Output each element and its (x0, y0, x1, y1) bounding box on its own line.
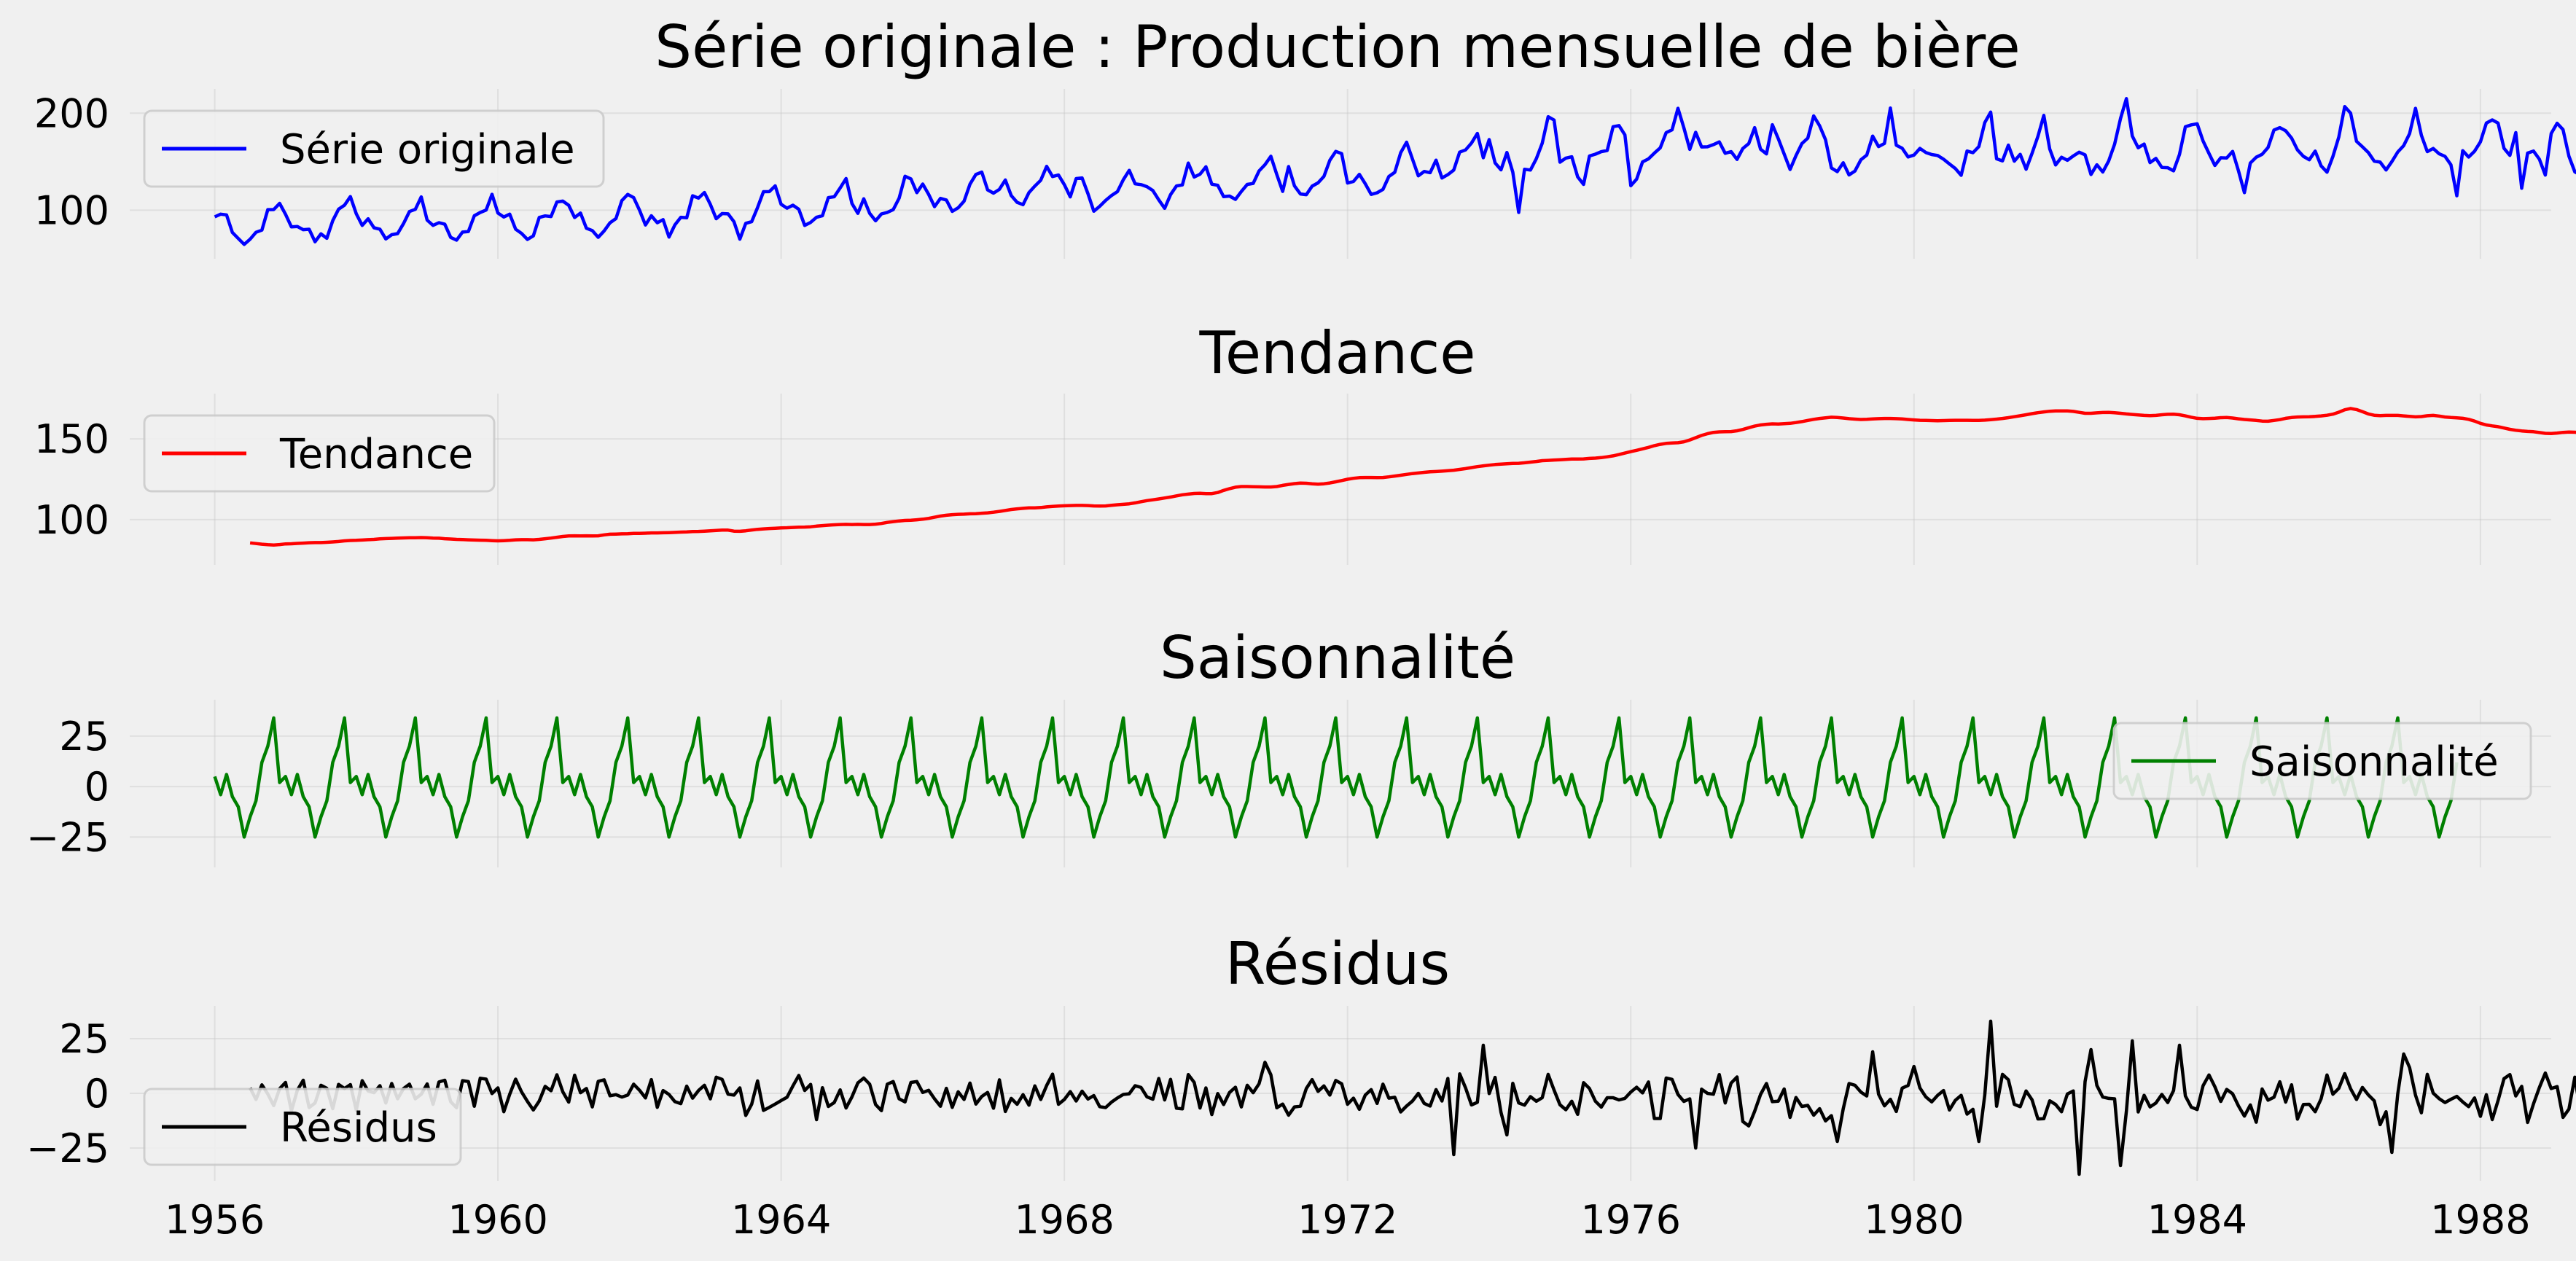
legend-panel-0: Série originale (143, 109, 605, 188)
legend-label: Résidus (280, 1104, 437, 1152)
panel-3-ytick-label: −25 (26, 1125, 109, 1171)
legend-label: Tendance (279, 431, 473, 478)
panel-seasonal-title: Saisonnalité (1160, 624, 1515, 692)
legend-panel-3: Résidus (143, 1088, 462, 1166)
legend-panel-2: Saisonnalité (2112, 722, 2532, 800)
series-line-2-0 (213, 716, 2459, 839)
xtick-label: 1984 (2147, 1197, 2247, 1243)
series-line-3-0 (249, 1019, 2576, 1176)
panel-2-ytick-label: 0 (85, 764, 109, 810)
panel-original: Série originale : Production mensuelle d… (34, 13, 2576, 259)
xtick-label: 1988 (2430, 1197, 2530, 1243)
panel-0-ytick-label: 100 (34, 187, 109, 233)
panel-3-ytick-label: 25 (59, 1016, 109, 1062)
x-axis: 1956 1960 1964 1968 1972 1976 1980 1984 1988 (165, 1197, 2531, 1243)
xtick-label: 1972 (1297, 1197, 1397, 1243)
panel-1-ytick-label: 150 (34, 416, 109, 462)
legend-box (143, 414, 496, 493)
xtick-label: 1956 (165, 1197, 265, 1243)
panel-residuals: Résidus −25 0 25 Résidus (26, 930, 2576, 1181)
panel-2-ytick-label: 25 (59, 714, 109, 760)
legend-label: Série originale (280, 126, 575, 173)
panel-trend: Tendance 100 150 Tendance (34, 319, 2576, 565)
legend-box (143, 1088, 462, 1166)
legend-label: Saisonnalité (2249, 738, 2499, 786)
legend-box (143, 109, 605, 188)
xtick-label: 1960 (448, 1197, 547, 1243)
panel-1-ytick-label: 100 (34, 497, 109, 543)
xtick-label: 1976 (1581, 1197, 1681, 1243)
panel-residuals-title: Résidus (1225, 930, 1450, 998)
xtick-label: 1980 (1864, 1197, 1964, 1243)
legend-panel-1: Tendance (143, 414, 496, 493)
series-line-0-0 (214, 97, 2576, 246)
panel-original-title: Série originale : Production mensuelle d… (655, 13, 2020, 81)
panel-2-ytick-label: −25 (26, 814, 109, 860)
xtick-label: 1968 (1014, 1197, 1114, 1243)
series-line-1-0 (249, 407, 2576, 547)
panel-3-ytick-label: 0 (85, 1071, 109, 1117)
legend-box (2112, 722, 2532, 800)
panel-trend-title: Tendance (1199, 319, 1476, 387)
xtick-label: 1964 (731, 1197, 831, 1243)
panel-0-ytick-label: 200 (34, 90, 109, 136)
